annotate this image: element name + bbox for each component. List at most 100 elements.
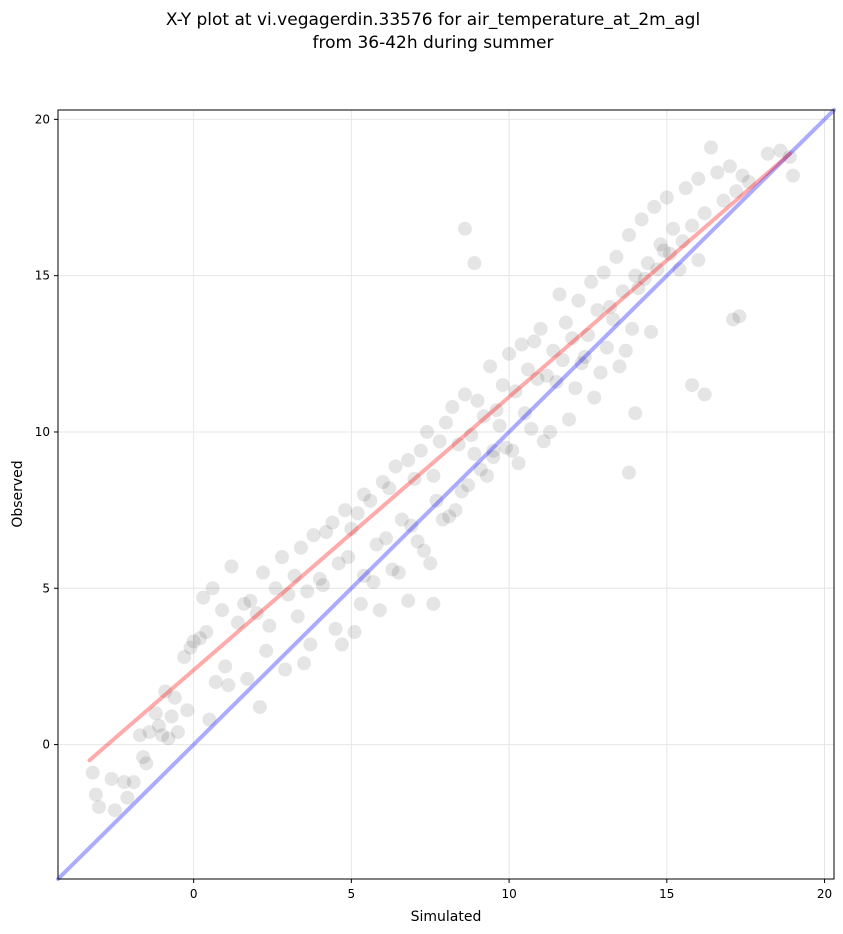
scatter-point [139,756,154,771]
scatter-point [685,378,700,393]
y-axis-label: Observed [10,460,26,527]
scatter-point [685,218,700,233]
scatter-point [331,556,346,571]
scatter-point [470,393,485,408]
scatter-point [205,581,220,596]
scatter-point [552,287,567,302]
scatter-point [577,349,592,364]
scatter-point [678,181,693,196]
scatter-point [656,243,671,258]
scatter-point [492,418,507,433]
scatter-point [148,706,163,721]
scatter-point [142,725,157,740]
scatter-point [328,621,343,636]
scatter-point [697,387,712,402]
scatter-point [334,637,349,652]
scatter-point [476,409,491,424]
scatter-point [312,571,327,586]
scatter-point [618,343,633,358]
scatter-point [628,268,643,283]
scatter-point [407,471,422,486]
scatter-point [394,512,409,527]
scatter-point [461,478,476,493]
chart-title-line-1: X-Y plot at vi.vegagerdin.33576 for air_… [166,10,700,30]
scatter-point [625,321,640,336]
scatter-point [126,775,141,790]
scatter-point [215,603,230,618]
x-tick-label: 10 [501,887,516,901]
scatter-point [237,596,252,611]
scatter-point [249,606,264,621]
scatter-point [435,512,450,527]
scatter-point [697,206,712,221]
scatter-points [85,140,800,818]
scatter-point [161,731,176,746]
scatter-point [180,703,195,718]
scatter-point [382,481,397,496]
scatter-point [729,184,744,199]
scatter-point [666,221,681,236]
scatter-point [536,434,551,449]
x-tick-label: 5 [348,887,356,901]
scatter-point [634,212,649,227]
scatter-point [568,381,583,396]
scatter-point [350,506,365,521]
scatter-point [445,399,460,414]
scatter-point [451,437,466,452]
scatter-point [448,503,463,518]
scatter-point [524,421,539,436]
scatter-point [606,312,621,327]
scatter-point [372,603,387,618]
scatter-point [691,171,706,186]
scatter-point [413,443,428,458]
scatter-point [562,412,577,427]
scatter-point [325,515,340,530]
scatter-point [230,615,245,630]
scatter-point [338,503,353,518]
scatter-point [117,775,132,790]
scatter-point [252,700,267,715]
scatter-point [511,456,526,471]
scatter-point [514,337,529,352]
scatter-point [274,550,289,565]
scatter-point [505,443,520,458]
scatter-point [303,637,318,652]
scatter-point [224,559,239,574]
scatter-point [489,403,504,418]
scatter-point [177,650,192,665]
scatter-point [281,587,296,602]
scatter-point [467,446,482,461]
scatter-point [457,387,472,402]
scatter-point [420,424,435,439]
scatter-point [164,709,179,724]
scatter-point [196,590,211,605]
scatter-point [256,565,271,580]
scatter-point [454,484,469,499]
scatter-point [341,550,356,565]
scatter-point [319,525,334,540]
scatter-point [587,390,602,405]
scatter-point [546,343,561,358]
scatter-point [735,168,750,183]
y-tick-label: 10 [35,425,50,439]
scatter-point [432,434,447,449]
y-tick-label: 0 [42,738,50,752]
scatter-point [521,362,536,377]
scatter-point [555,353,570,368]
scatter-point [785,168,800,183]
scatter-point [243,593,258,608]
scatter-point [722,159,737,174]
scatter-point [486,449,501,464]
scatter-point [741,174,756,189]
scatter-point [158,684,173,699]
scatter-point [297,656,312,671]
scatter-point [457,221,472,236]
scatter-point [631,281,646,296]
y-tick-label: 15 [35,269,50,283]
scatter-point [353,596,368,611]
scatter-point [401,593,416,608]
x-axis-label: Simulated [411,909,482,925]
scatter-point [502,346,517,361]
scatter-point [404,518,419,533]
scatter-point [473,462,488,477]
